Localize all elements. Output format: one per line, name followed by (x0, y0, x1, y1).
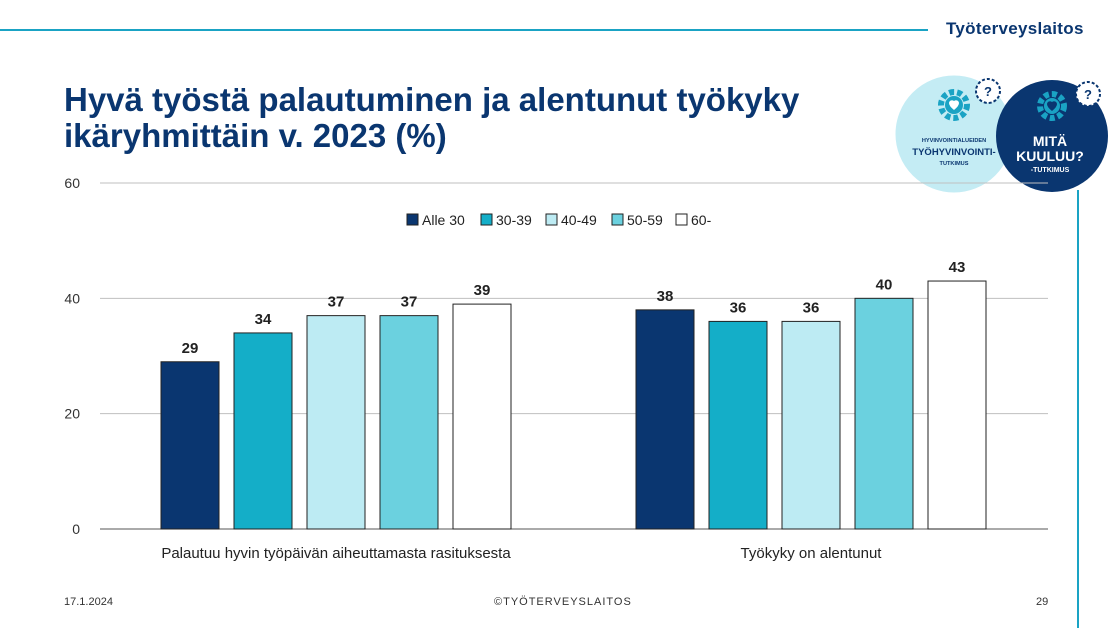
title-line-1: Hyvä työstä palautuminen ja alentunut ty… (64, 81, 800, 118)
question-gear-icon: ? (975, 78, 1001, 104)
legend-label: Alle 30 (422, 212, 465, 228)
legend-swatch (611, 213, 624, 226)
data-label: 36 (803, 299, 820, 316)
bar-2-3 (781, 320, 841, 530)
data-label: 37 (401, 294, 418, 311)
gear-heart-icon-2 (1037, 91, 1067, 121)
title-line-2: ikäryhmittäin v. 2023 (%) (64, 117, 447, 154)
data-label: 40 (876, 276, 893, 293)
footer-copyright: ©TYÖTERVEYSLAITOS (494, 596, 632, 608)
bar-2-2 (708, 320, 768, 530)
bar-1-2 (233, 332, 293, 530)
legend-swatch (480, 213, 493, 226)
gear-heart-icon (938, 89, 970, 121)
side-rule (1077, 190, 1079, 628)
bars (160, 280, 987, 530)
x-category-label: Palautuu hyvin työpäivän aiheuttamasta r… (161, 545, 511, 562)
left-badge-line-3: TUTKIMUS (940, 161, 969, 167)
footer-date: 17.1.2024 (64, 596, 113, 608)
right-badge-line-3: -TUTKIMUS (1031, 167, 1070, 174)
data-label: 34 (255, 311, 272, 328)
data-label: 29 (182, 340, 199, 357)
header-rule (0, 29, 928, 31)
y-axis-ticks: 0 20 40 60 (64, 175, 80, 537)
bar-2-4 (854, 297, 914, 530)
data-label: 43 (949, 259, 966, 276)
legend-swatch (406, 213, 419, 226)
y-tick-label: 40 (64, 290, 80, 306)
mita-kuuluu-badge: ? MITÄ KUULUU? -TUTKIMUS (996, 80, 1108, 192)
bar-1-4 (379, 315, 439, 530)
page-title: Hyvä työstä palautuminen ja alentunut ty… (64, 82, 864, 154)
legend-label: 60- (691, 212, 712, 228)
bar-2-5 (927, 280, 987, 530)
y-tick-label: 60 (64, 175, 80, 191)
legend: Alle 30 30-39 40-49 50-59 60- (406, 212, 712, 228)
legend-swatch (545, 213, 558, 226)
data-label: 39 (474, 282, 491, 299)
legend-label: 50-59 (627, 212, 663, 228)
legend-label: 40-49 (561, 212, 597, 228)
data-label: 38 (657, 288, 674, 305)
bar-1-5 (452, 303, 512, 530)
y-tick-label: 20 (64, 406, 80, 422)
data-labels: 29 34 37 37 39 38 36 36 40 43 (182, 259, 966, 357)
right-badge-line-1: MITÄ (1033, 133, 1067, 149)
question-mark: ? (984, 84, 992, 99)
x-category-label: Työkyky on alentunut (741, 545, 883, 562)
study-badges: ? HYVINVOINTIALUEIDEN TYÖHYVINVOINTI- TU… (892, 72, 1108, 196)
question-mark-2: ? (1084, 87, 1092, 102)
data-label: 37 (328, 294, 345, 311)
bar-1-3 (306, 315, 366, 530)
left-badge-line-1: HYVINVOINTIALUEIDEN (922, 138, 986, 144)
page-number: 29 (1036, 596, 1049, 608)
brand-logo: Työterveyslaitos (946, 19, 1084, 38)
wellbeing-study-badge: ? HYVINVOINTIALUEIDEN TYÖHYVINVOINTI- TU… (892, 72, 1016, 196)
legend-swatch (675, 213, 688, 226)
left-badge-line-2: TYÖHYVINVOINTI- (912, 147, 995, 158)
data-label: 36 (730, 299, 747, 316)
bar-2-1 (635, 309, 695, 530)
bar-1-1 (160, 361, 220, 530)
right-badge-line-2: KUULUU? (1016, 148, 1084, 164)
legend-label: 30-39 (496, 212, 532, 228)
question-gear-icon-2: ? (1075, 81, 1101, 107)
y-tick-label: 0 (72, 521, 80, 537)
x-axis-categories: Palautuu hyvin työpäivän aiheuttamasta r… (161, 545, 882, 562)
